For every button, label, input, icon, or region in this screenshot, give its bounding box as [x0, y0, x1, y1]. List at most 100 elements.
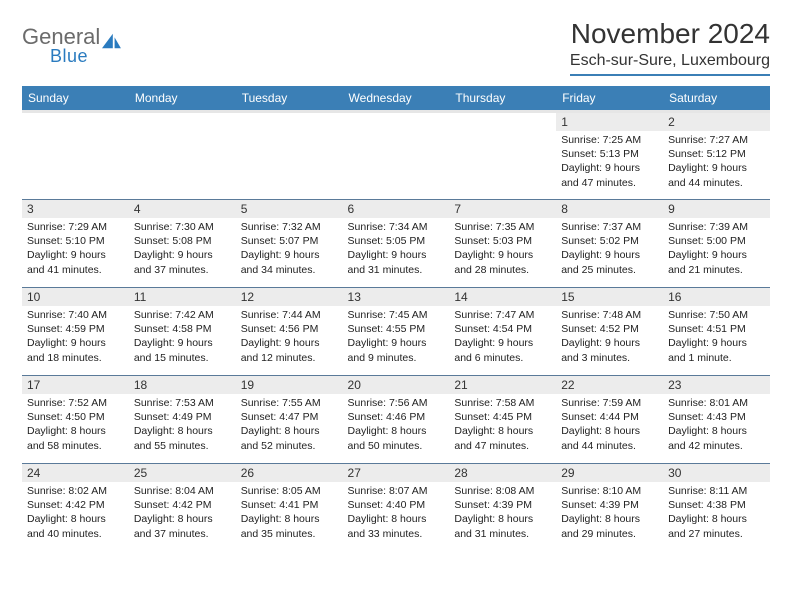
calendar-week-row: 24Sunrise: 8:02 AMSunset: 4:42 PMDayligh… [22, 464, 770, 552]
sunrise-text: Sunrise: 8:05 AM [241, 484, 338, 498]
calendar-day-cell: 10Sunrise: 7:40 AMSunset: 4:59 PMDayligh… [22, 288, 129, 376]
day-info: Sunrise: 7:37 AMSunset: 5:02 PMDaylight:… [556, 218, 663, 281]
sunrise-text: Sunrise: 8:10 AM [561, 484, 658, 498]
sunset-text: Sunset: 4:55 PM [348, 322, 445, 336]
calendar-day-cell: 2 Sunrise: 7:27 AMSunset: 5:12 PMDaylight… [663, 112, 770, 200]
sunrise-text: Sunrise: 7:53 AM [134, 396, 231, 410]
weekday-header: Saturday [663, 86, 770, 112]
calendar-day-cell [129, 112, 236, 200]
calendar-day-cell: 11Sunrise: 7:42 AMSunset: 4:58 PMDayligh… [129, 288, 236, 376]
day-number: 19 [236, 376, 343, 394]
sunset-text: Sunset: 4:50 PM [27, 410, 124, 424]
day-info: Sunrise: 8:10 AMSunset: 4:39 PMDaylight:… [556, 482, 663, 545]
sunset-text: Sunset: 5:02 PM [561, 234, 658, 248]
day-info: Sunrise: 8:07 AMSunset: 4:40 PMDaylight:… [343, 482, 450, 545]
sunrise-text: Sunrise: 8:01 AM [668, 396, 765, 410]
sail-icon [100, 32, 122, 50]
sunset-text: Sunset: 4:49 PM [134, 410, 231, 424]
weekday-header: Monday [129, 86, 236, 112]
day-number: 1 [556, 113, 663, 131]
day-number: 13 [343, 288, 450, 306]
calendar-page: General Blue November 2024 Esch-sur-Sure… [0, 0, 792, 562]
day-info: Sunrise: 8:11 AMSunset: 4:38 PMDaylight:… [663, 482, 770, 545]
daylight-text: Daylight: 8 hours and 55 minutes. [134, 424, 231, 452]
day-number: 28 [449, 464, 556, 482]
day-number: 23 [663, 376, 770, 394]
daylight-text: Daylight: 9 hours and 37 minutes. [134, 248, 231, 276]
day-number: 11 [129, 288, 236, 306]
calendar-day-cell: 8Sunrise: 7:37 AMSunset: 5:02 PMDaylight… [556, 200, 663, 288]
day-info [343, 131, 450, 137]
calendar-day-cell: 6Sunrise: 7:34 AMSunset: 5:05 PMDaylight… [343, 200, 450, 288]
day-number [449, 113, 556, 131]
sunset-text: Sunset: 5:07 PM [241, 234, 338, 248]
sunrise-text: Sunrise: 7:44 AM [241, 308, 338, 322]
day-info: Sunrise: 7:56 AMSunset: 4:46 PMDaylight:… [343, 394, 450, 457]
day-number: 7 [449, 200, 556, 218]
day-number: 29 [556, 464, 663, 482]
day-number: 17 [22, 376, 129, 394]
location-label: Esch-sur-Sure, Luxembourg [570, 52, 770, 76]
calendar-day-cell: 4Sunrise: 7:30 AMSunset: 5:08 PMDaylight… [129, 200, 236, 288]
day-number: 2 [663, 113, 770, 131]
day-info [129, 131, 236, 137]
day-number: 6 [343, 200, 450, 218]
sunset-text: Sunset: 4:39 PM [561, 498, 658, 512]
calendar-day-cell: 9Sunrise: 7:39 AMSunset: 5:00 PMDaylight… [663, 200, 770, 288]
calendar-day-cell: 5Sunrise: 7:32 AMSunset: 5:07 PMDaylight… [236, 200, 343, 288]
day-info: Sunrise: 8:01 AMSunset: 4:43 PMDaylight:… [663, 394, 770, 457]
daylight-text: Daylight: 9 hours and 12 minutes. [241, 336, 338, 364]
sunrise-text: Sunrise: 7:27 AM [668, 133, 765, 147]
header: General Blue November 2024 Esch-sur-Sure… [22, 18, 770, 76]
day-info [236, 131, 343, 137]
day-info: Sunrise: 7:32 AMSunset: 5:07 PMDaylight:… [236, 218, 343, 281]
title-block: November 2024 Esch-sur-Sure, Luxembourg [570, 18, 770, 76]
sunset-text: Sunset: 4:45 PM [454, 410, 551, 424]
daylight-text: Daylight: 8 hours and 27 minutes. [668, 512, 765, 540]
calendar-day-cell: 16Sunrise: 7:50 AMSunset: 4:51 PMDayligh… [663, 288, 770, 376]
sunrise-text: Sunrise: 7:56 AM [348, 396, 445, 410]
daylight-text: Daylight: 8 hours and 33 minutes. [348, 512, 445, 540]
weekday-header: Wednesday [343, 86, 450, 112]
sunset-text: Sunset: 4:52 PM [561, 322, 658, 336]
sunrise-text: Sunrise: 8:11 AM [668, 484, 765, 498]
day-number: 16 [663, 288, 770, 306]
day-info: Sunrise: 7:42 AMSunset: 4:58 PMDaylight:… [129, 306, 236, 369]
day-number: 8 [556, 200, 663, 218]
sunset-text: Sunset: 5:05 PM [348, 234, 445, 248]
day-info: Sunrise: 7:48 AMSunset: 4:52 PMDaylight:… [556, 306, 663, 369]
daylight-text: Daylight: 8 hours and 37 minutes. [134, 512, 231, 540]
daylight-text: Daylight: 9 hours and 47 minutes. [561, 161, 658, 189]
calendar-day-cell: 24Sunrise: 8:02 AMSunset: 4:42 PMDayligh… [22, 464, 129, 552]
day-info: Sunrise: 7:34 AMSunset: 5:05 PMDaylight:… [343, 218, 450, 281]
sunset-text: Sunset: 4:47 PM [241, 410, 338, 424]
day-info: Sunrise: 7:35 AMSunset: 5:03 PMDaylight:… [449, 218, 556, 281]
sunrise-text: Sunrise: 7:42 AM [134, 308, 231, 322]
day-number: 22 [556, 376, 663, 394]
day-info: Sunrise: 7:47 AMSunset: 4:54 PMDaylight:… [449, 306, 556, 369]
sunset-text: Sunset: 5:12 PM [668, 147, 765, 161]
sunset-text: Sunset: 4:43 PM [668, 410, 765, 424]
sunrise-text: Sunrise: 7:29 AM [27, 220, 124, 234]
day-number: 26 [236, 464, 343, 482]
sunrise-text: Sunrise: 8:02 AM [27, 484, 124, 498]
calendar-day-cell: 25Sunrise: 8:04 AMSunset: 4:42 PMDayligh… [129, 464, 236, 552]
daylight-text: Daylight: 9 hours and 3 minutes. [561, 336, 658, 364]
sunset-text: Sunset: 4:40 PM [348, 498, 445, 512]
day-number: 15 [556, 288, 663, 306]
sunrise-text: Sunrise: 7:50 AM [668, 308, 765, 322]
daylight-text: Daylight: 8 hours and 40 minutes. [27, 512, 124, 540]
logo: General Blue [22, 18, 122, 67]
sunset-text: Sunset: 4:56 PM [241, 322, 338, 336]
daylight-text: Daylight: 9 hours and 44 minutes. [668, 161, 765, 189]
day-info: Sunrise: 7:25 AMSunset: 5:13 PMDaylight:… [556, 131, 663, 194]
daylight-text: Daylight: 9 hours and 9 minutes. [348, 336, 445, 364]
sunset-text: Sunset: 5:08 PM [134, 234, 231, 248]
sunrise-text: Sunrise: 8:08 AM [454, 484, 551, 498]
calendar-day-cell: 3Sunrise: 7:29 AMSunset: 5:10 PMDaylight… [22, 200, 129, 288]
calendar-day-cell: 23Sunrise: 8:01 AMSunset: 4:43 PMDayligh… [663, 376, 770, 464]
sunset-text: Sunset: 4:38 PM [668, 498, 765, 512]
weekday-header: Friday [556, 86, 663, 112]
sunrise-text: Sunrise: 7:32 AM [241, 220, 338, 234]
daylight-text: Daylight: 8 hours and 44 minutes. [561, 424, 658, 452]
